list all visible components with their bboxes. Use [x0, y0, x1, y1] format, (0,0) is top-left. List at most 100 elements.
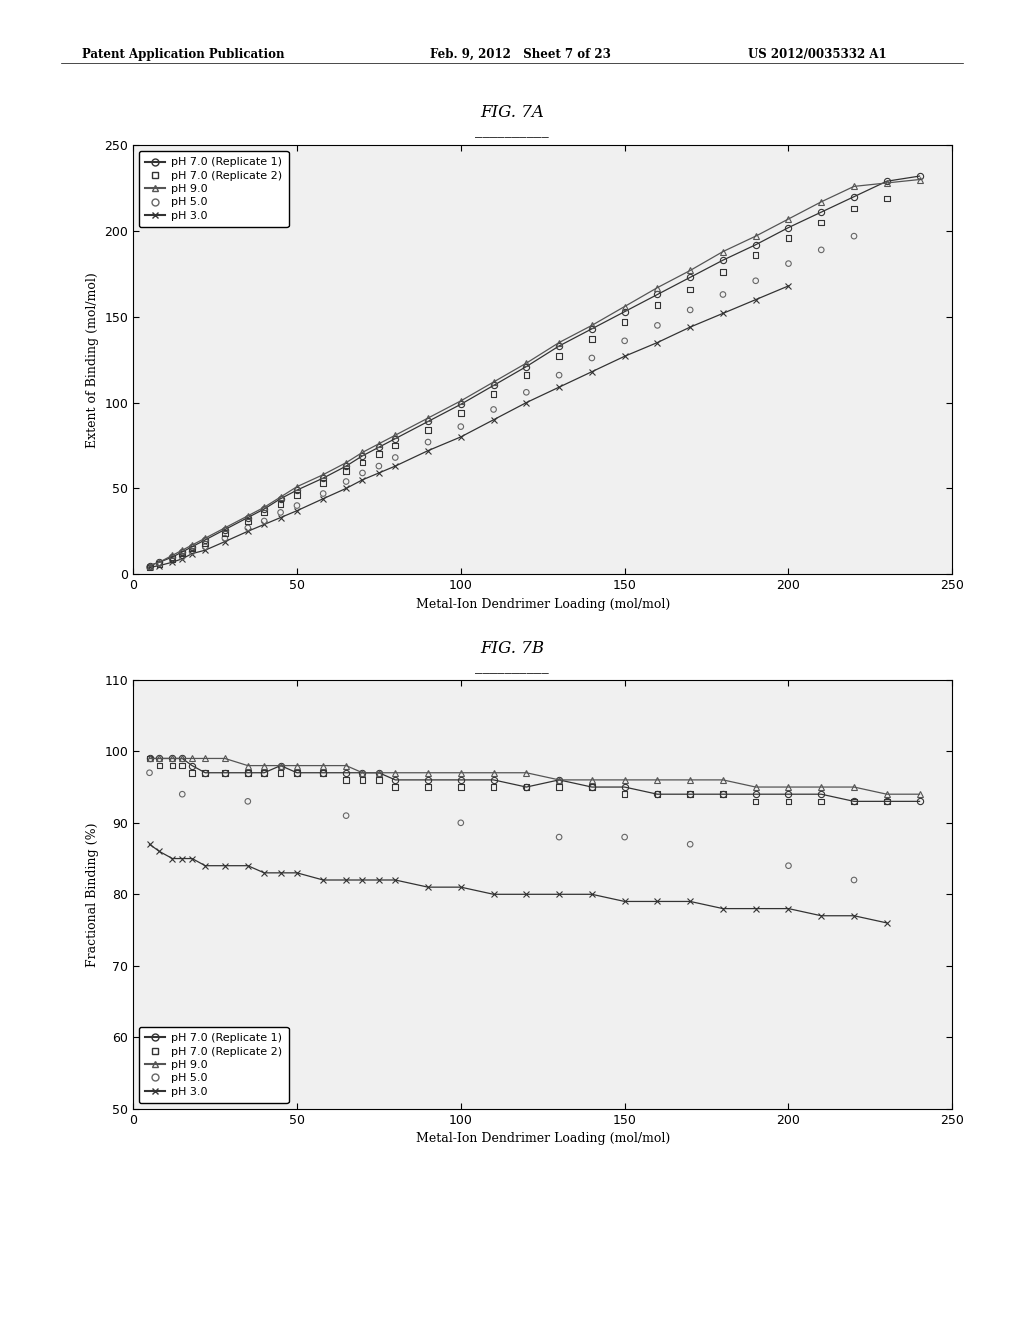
Point — [184, 762, 201, 783]
Point — [780, 791, 797, 812]
Point — [240, 517, 256, 539]
Point — [813, 213, 829, 234]
Point — [846, 226, 862, 247]
Point — [780, 227, 797, 248]
Point — [387, 776, 403, 797]
Point — [197, 762, 213, 783]
Point — [649, 315, 666, 337]
Point — [846, 870, 862, 891]
Point — [813, 239, 829, 260]
Point — [141, 748, 158, 770]
Point — [616, 826, 633, 847]
Point — [256, 502, 272, 523]
Point — [289, 762, 305, 783]
Point — [164, 548, 180, 569]
Point — [616, 784, 633, 805]
Point — [715, 784, 731, 805]
Point — [485, 383, 502, 404]
Point — [315, 762, 332, 783]
Point — [141, 557, 158, 578]
Point — [338, 770, 354, 791]
Point — [551, 364, 567, 385]
Point — [748, 271, 764, 292]
Point — [184, 539, 201, 560]
Point — [371, 444, 387, 465]
Text: __________: __________ — [475, 124, 549, 139]
Point — [453, 403, 469, 424]
Point — [354, 451, 371, 474]
Point — [272, 502, 289, 523]
Point — [174, 755, 190, 776]
Point — [682, 300, 698, 321]
Point — [879, 187, 895, 209]
Point — [518, 776, 535, 797]
Point — [846, 791, 862, 812]
Point — [338, 805, 354, 826]
Point — [184, 541, 201, 562]
Point — [682, 279, 698, 300]
Point — [584, 776, 600, 797]
Legend: pH 7.0 (Replicate 1), pH 7.0 (Replicate 2), pH 9.0, pH 5.0, pH 3.0: pH 7.0 (Replicate 1), pH 7.0 (Replicate … — [138, 1027, 289, 1104]
Point — [584, 329, 600, 350]
Point — [371, 770, 387, 791]
Point — [164, 550, 180, 572]
Point — [453, 776, 469, 797]
Point — [813, 791, 829, 812]
Point — [315, 473, 332, 494]
Point — [551, 346, 567, 367]
Point — [217, 523, 233, 544]
Text: FIG. 7A: FIG. 7A — [480, 104, 544, 121]
Point — [338, 461, 354, 482]
Point — [420, 776, 436, 797]
Point — [715, 284, 731, 305]
Point — [846, 198, 862, 219]
Text: Patent Application Publication: Patent Application Publication — [82, 48, 285, 61]
Point — [420, 420, 436, 441]
Point — [354, 462, 371, 483]
Point — [453, 812, 469, 833]
Point — [217, 528, 233, 549]
Point — [518, 364, 535, 385]
Point — [240, 762, 256, 783]
Point — [780, 253, 797, 275]
Point — [141, 557, 158, 578]
Point — [715, 261, 731, 282]
Point — [152, 755, 168, 776]
Point — [780, 855, 797, 876]
Point — [551, 826, 567, 847]
Point — [240, 791, 256, 812]
Point — [354, 770, 371, 791]
X-axis label: Metal-Ion Dendrimer Loading (mol/mol): Metal-Ion Dendrimer Loading (mol/mol) — [416, 598, 670, 611]
Point — [748, 244, 764, 265]
Point — [453, 416, 469, 437]
Point — [164, 755, 180, 776]
Point — [551, 776, 567, 797]
Point — [152, 553, 168, 574]
X-axis label: Metal-Ion Dendrimer Loading (mol/mol): Metal-Ion Dendrimer Loading (mol/mol) — [416, 1133, 670, 1146]
Point — [141, 762, 158, 783]
Point — [371, 455, 387, 477]
Point — [338, 471, 354, 492]
Text: __________: __________ — [475, 660, 549, 675]
Point — [649, 294, 666, 315]
Point — [682, 784, 698, 805]
Point — [420, 432, 436, 453]
Point — [240, 511, 256, 532]
Point — [272, 762, 289, 783]
Point — [152, 553, 168, 574]
Point — [289, 495, 305, 516]
Point — [616, 312, 633, 333]
Point — [485, 776, 502, 797]
Point — [256, 762, 272, 783]
Point — [748, 791, 764, 812]
Point — [197, 533, 213, 554]
Point — [584, 347, 600, 368]
Point — [197, 536, 213, 557]
Text: FIG. 7B: FIG. 7B — [480, 640, 544, 657]
Point — [217, 762, 233, 783]
Point — [174, 543, 190, 564]
Point — [518, 381, 535, 403]
Point — [485, 399, 502, 420]
Y-axis label: Fractional Binding (%): Fractional Binding (%) — [86, 822, 99, 966]
Point — [879, 791, 895, 812]
